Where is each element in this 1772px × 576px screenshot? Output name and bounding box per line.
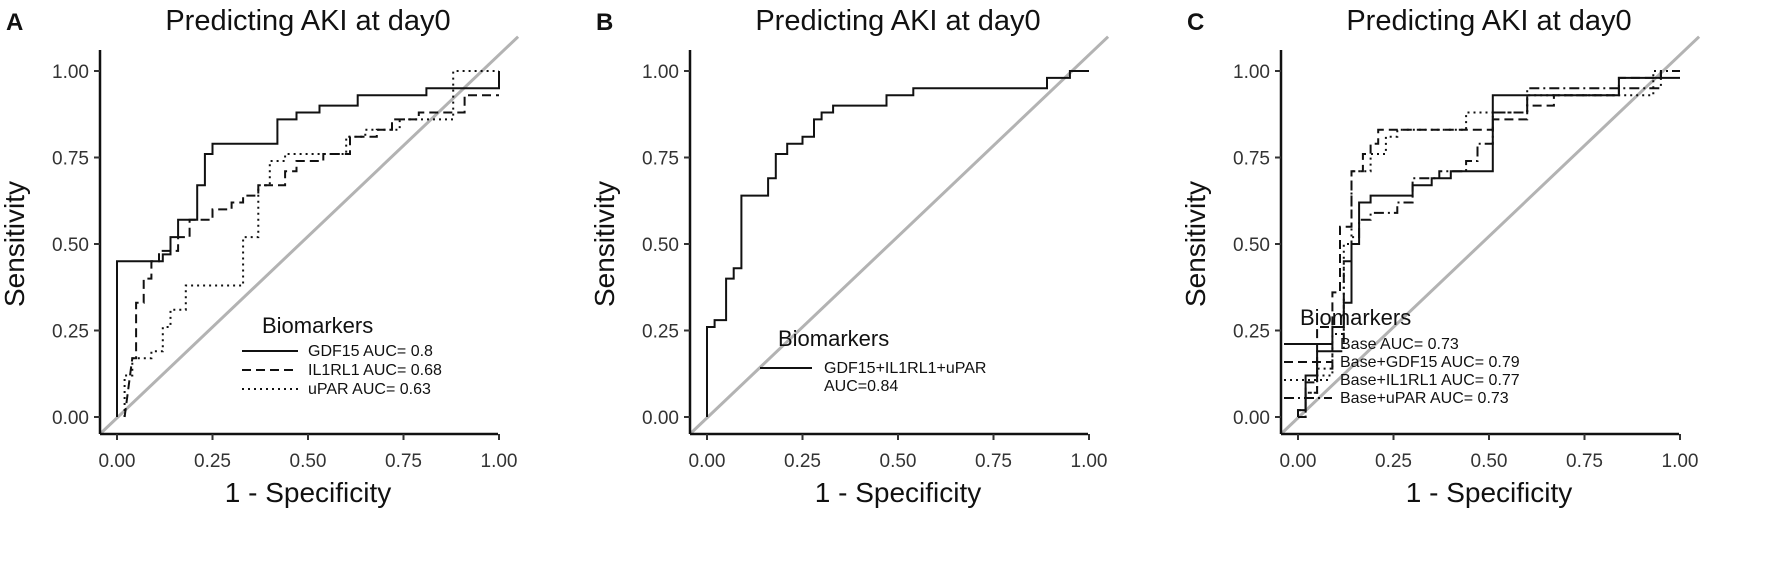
y-tick-label: 0.50 xyxy=(52,235,89,256)
x-tick-label: 0.75 xyxy=(1566,451,1603,472)
x-axis-title: 1 - Specificity xyxy=(815,477,982,508)
y-tick-label: 0.00 xyxy=(52,408,89,429)
legend-label: AUC=0.84 xyxy=(824,378,898,395)
x-tick-label: 1.00 xyxy=(481,451,518,472)
x-tick-label: 0.25 xyxy=(784,451,821,472)
legend-title: Biomarkers xyxy=(1300,305,1411,330)
x-tick-label: 0.25 xyxy=(194,451,231,472)
x-tick-label: 0.25 xyxy=(1375,451,1412,472)
y-tick-label: 0.00 xyxy=(1233,408,1270,429)
chart-title: Predicting AKI at day0 xyxy=(755,5,1040,37)
legend-label: Base AUC= 0.73 xyxy=(1340,336,1459,353)
x-tick-label: 0.00 xyxy=(1280,451,1317,472)
y-axis-title: Sensitivity xyxy=(1180,181,1211,307)
y-tick-label: 0.25 xyxy=(642,322,679,343)
roc-curve-2 xyxy=(1298,71,1662,418)
legend: Biomarkers GDF15 AUC= 0.8 IL1RL1 AUC= 0.68… xyxy=(242,313,442,398)
x-tick-label: 0.00 xyxy=(99,451,136,472)
x-tick-label: 0.75 xyxy=(385,451,422,472)
legend-label: GDF15+IL1RL1+uPAR xyxy=(824,360,986,377)
roc-panel-a: A Predicting AKI at day0 0.00 0.25 0.50 0.75 1… xyxy=(0,5,520,508)
x-tick-label: 0.50 xyxy=(290,451,327,472)
y-tick-label: 1.00 xyxy=(642,62,679,83)
roc-panel-c: C Predicting AKI at day0 0.00 0.25 0.50 0.75 1… xyxy=(1180,5,1701,508)
y-tick-label: 0.25 xyxy=(1233,322,1270,343)
panel-letter: C xyxy=(1187,9,1204,36)
legend-label: Base+IL1RL1 AUC= 0.77 xyxy=(1340,372,1520,389)
x-tick-label: 0.75 xyxy=(975,451,1012,472)
reference-diagonal xyxy=(98,35,520,436)
chart-title: Predicting AKI at day0 xyxy=(1346,5,1631,37)
panel-letter: B xyxy=(596,9,613,36)
y-tick-label: 0.75 xyxy=(52,149,89,170)
y-axis-title: Sensitivity xyxy=(0,181,30,307)
chart-title: Predicting AKI at day0 xyxy=(165,5,450,37)
roc-curve-1 xyxy=(1297,76,1680,417)
x-tick-label: 1.00 xyxy=(1662,451,1699,472)
legend-label: uPAR AUC= 0.63 xyxy=(308,381,431,398)
x-axis-title: 1 - Specificity xyxy=(1406,477,1573,508)
legend-label: Base+GDF15 AUC= 0.79 xyxy=(1340,354,1520,371)
y-tick-label: 1.00 xyxy=(52,62,89,83)
x-axis-title: 1 - Specificity xyxy=(225,477,392,508)
y-tick-label: 0.00 xyxy=(642,408,679,429)
panel-letter: A xyxy=(6,9,23,36)
y-tick-label: 0.25 xyxy=(52,322,89,343)
legend-label: GDF15 AUC= 0.8 xyxy=(308,343,433,360)
x-tick-label: 1.00 xyxy=(1071,451,1108,472)
x-tick-label: 0.50 xyxy=(880,451,917,472)
x-tick-label: 0.00 xyxy=(689,451,726,472)
legend-label: IL1RL1 AUC= 0.68 xyxy=(308,362,442,379)
y-axis-title: Sensitivity xyxy=(589,181,620,307)
roc-curve-3 xyxy=(123,70,499,417)
reference-diagonal xyxy=(688,35,1110,436)
legend-label: Base+uPAR AUC= 0.73 xyxy=(1340,390,1509,407)
legend-title: Biomarkers xyxy=(778,326,889,351)
reference-diagonal xyxy=(1279,35,1701,436)
y-tick-label: 1.00 xyxy=(1233,62,1270,83)
y-tick-label: 0.50 xyxy=(642,235,679,256)
legend-title: Biomarkers xyxy=(262,313,373,338)
y-tick-label: 0.75 xyxy=(1233,149,1270,170)
roc-panel-b: B Predicting AKI at day0 0.00 0.25 0.50 0.75 1… xyxy=(589,5,1110,508)
y-tick-label: 0.50 xyxy=(1233,235,1270,256)
roc-curve-1 xyxy=(706,70,1089,417)
x-tick-label: 0.50 xyxy=(1471,451,1508,472)
y-tick-label: 0.75 xyxy=(642,149,679,170)
roc-curve-4 xyxy=(1297,70,1680,417)
